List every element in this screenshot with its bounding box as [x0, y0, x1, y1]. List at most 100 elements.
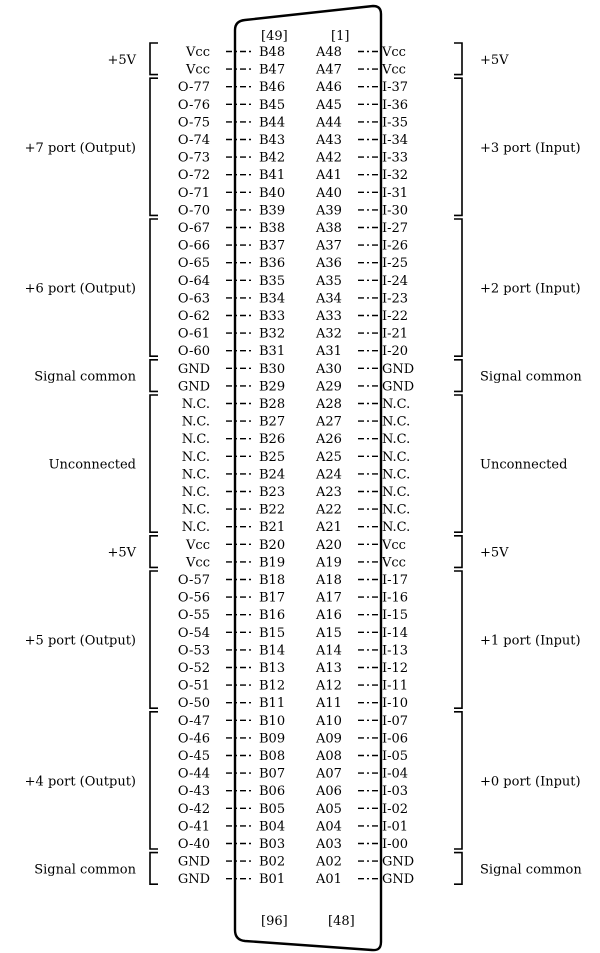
left-signal-label: O-46 [178, 731, 210, 746]
right-signal-label: I-07 [382, 714, 408, 729]
b-pin-label: B06 [259, 784, 285, 799]
pin-row: O-72 B41 A41 I-32 [178, 168, 408, 183]
right-signal-label: N.C. [382, 450, 410, 465]
group-bracket [454, 851, 463, 885]
b-pin-label: B42 [259, 151, 285, 166]
bottom-left-pin-number: [96] [261, 914, 288, 929]
left-signal-label: O-42 [178, 802, 210, 817]
pin-row: O-66 B37 A37 I-26 [178, 239, 408, 254]
pin-row: N.C. B25 A25 N.C. [182, 450, 411, 465]
b-pin-label: B16 [259, 608, 285, 623]
a-pin-label: A38 [315, 221, 342, 236]
left-signal-label: O-64 [178, 274, 210, 289]
left-signal-label: O-40 [178, 837, 210, 852]
right-signal-label: I-32 [382, 168, 408, 183]
group-bracket [454, 570, 463, 709]
b-pin-label: B03 [259, 837, 285, 852]
right-signal-label: I-10 [382, 696, 408, 711]
left-signal-label: GND [178, 872, 210, 887]
a-pin-label: A48 [315, 45, 342, 60]
left-signal-label: O-47 [178, 714, 210, 729]
left-signal-label: Vcc [185, 45, 210, 60]
pin-row: O-77 B46 A46 I-37 [178, 80, 408, 95]
right-signal-label: I-27 [382, 221, 408, 236]
group-bracket [149, 394, 158, 533]
group-label: +2 port (Input) [480, 282, 581, 297]
group-label: Signal common [480, 862, 582, 877]
b-pin-label: B37 [259, 239, 285, 254]
group-label: Signal common [34, 862, 136, 877]
group-bracket [149, 77, 158, 217]
right-signal-label: I-01 [382, 819, 408, 834]
a-pin-label: A13 [315, 661, 342, 676]
right-signal-label: I-03 [382, 784, 408, 799]
pin-row: N.C. B26 A26 N.C. [182, 432, 411, 447]
a-pin-label: A07 [315, 767, 342, 782]
group-bracket [149, 218, 158, 357]
left-signal-label: O-61 [178, 327, 210, 342]
a-pin-label: A12 [315, 679, 342, 694]
a-pin-label: A09 [315, 731, 342, 746]
a-pin-label: A01 [315, 872, 342, 887]
b-pin-label: B10 [259, 714, 285, 729]
pin-row: O-76 B45 A45 I-36 [178, 98, 408, 113]
right-signal-label: I-36 [382, 98, 408, 113]
group-bracket [149, 851, 158, 885]
b-pin-label: B18 [259, 573, 285, 588]
a-pin-label: A10 [315, 714, 342, 729]
a-pin-label: A06 [315, 784, 342, 799]
pin-row: N.C. B22 A22 N.C. [182, 503, 411, 518]
a-pin-label: A20 [315, 538, 342, 553]
pin-row: O-44 B07 A07 I-04 [178, 767, 408, 782]
left-signal-label: N.C. [182, 467, 210, 482]
a-pin-label: A02 [315, 855, 342, 870]
left-signal-label: GND [178, 362, 210, 377]
group-label: +6 port (Output) [25, 282, 136, 297]
right-signal-label: I-24 [382, 274, 408, 289]
group-label: Signal common [480, 370, 582, 385]
left-signal-label: N.C. [182, 520, 210, 535]
left-signal-label: O-76 [178, 98, 210, 113]
left-signal-label: N.C. [182, 432, 210, 447]
right-signal-label: I-31 [382, 186, 408, 201]
left-signal-label: O-72 [178, 168, 210, 183]
b-pin-label: B26 [259, 432, 285, 447]
b-pin-label: B34 [259, 291, 285, 306]
pin-row: GND B29 A29 GND [178, 379, 414, 394]
b-pin-label: B09 [259, 731, 285, 746]
b-pin-label: B40 [259, 186, 285, 201]
a-pin-label: A04 [315, 819, 342, 834]
pin-row: O-57 B18 A18 I-17 [178, 573, 408, 588]
pin-row: O-74 B43 A43 I-34 [178, 133, 408, 148]
pin-group: Signal common [454, 851, 582, 885]
right-signal-label: I-16 [382, 591, 408, 606]
right-signal-label: I-04 [382, 767, 408, 782]
pin-group: +5V [107, 535, 158, 569]
pin-group: +1 port (Input) [454, 570, 581, 709]
right-signal-label: I-13 [382, 643, 408, 658]
left-signal-label: O-73 [178, 151, 210, 166]
right-signal-label: I-05 [382, 749, 408, 764]
group-label: +5V [480, 53, 509, 68]
left-signal-label: O-63 [178, 291, 210, 306]
right-signal-label: I-06 [382, 731, 408, 746]
pin-row: O-45 B08 A08 I-05 [178, 749, 408, 764]
left-signal-label: O-55 [178, 608, 210, 623]
pin-group: Unconnected [49, 394, 158, 533]
pin-row: O-42 B05 A05 I-02 [178, 802, 408, 817]
left-signal-label: Vcc [185, 63, 210, 78]
b-pin-label: B08 [259, 749, 285, 764]
b-pin-label: B38 [259, 221, 285, 236]
pin-groups: +5V +7 port (Output) +6 port (Output) Signa… [25, 42, 582, 885]
left-signal-label: N.C. [182, 450, 210, 465]
group-label: +5V [480, 546, 509, 561]
pin-row: N.C. B23 A23 N.C. [182, 485, 411, 500]
pin-group: Signal common [34, 851, 158, 885]
pin-row: O-73 B42 A42 I-33 [178, 151, 408, 166]
a-pin-label: A15 [315, 626, 342, 641]
right-signal-label: I-15 [382, 608, 408, 623]
a-pin-label: A24 [315, 467, 342, 482]
group-bracket [149, 359, 158, 393]
right-signal-label: Vcc [381, 45, 406, 60]
pin-row: O-61 B32 A32 I-21 [178, 327, 408, 342]
